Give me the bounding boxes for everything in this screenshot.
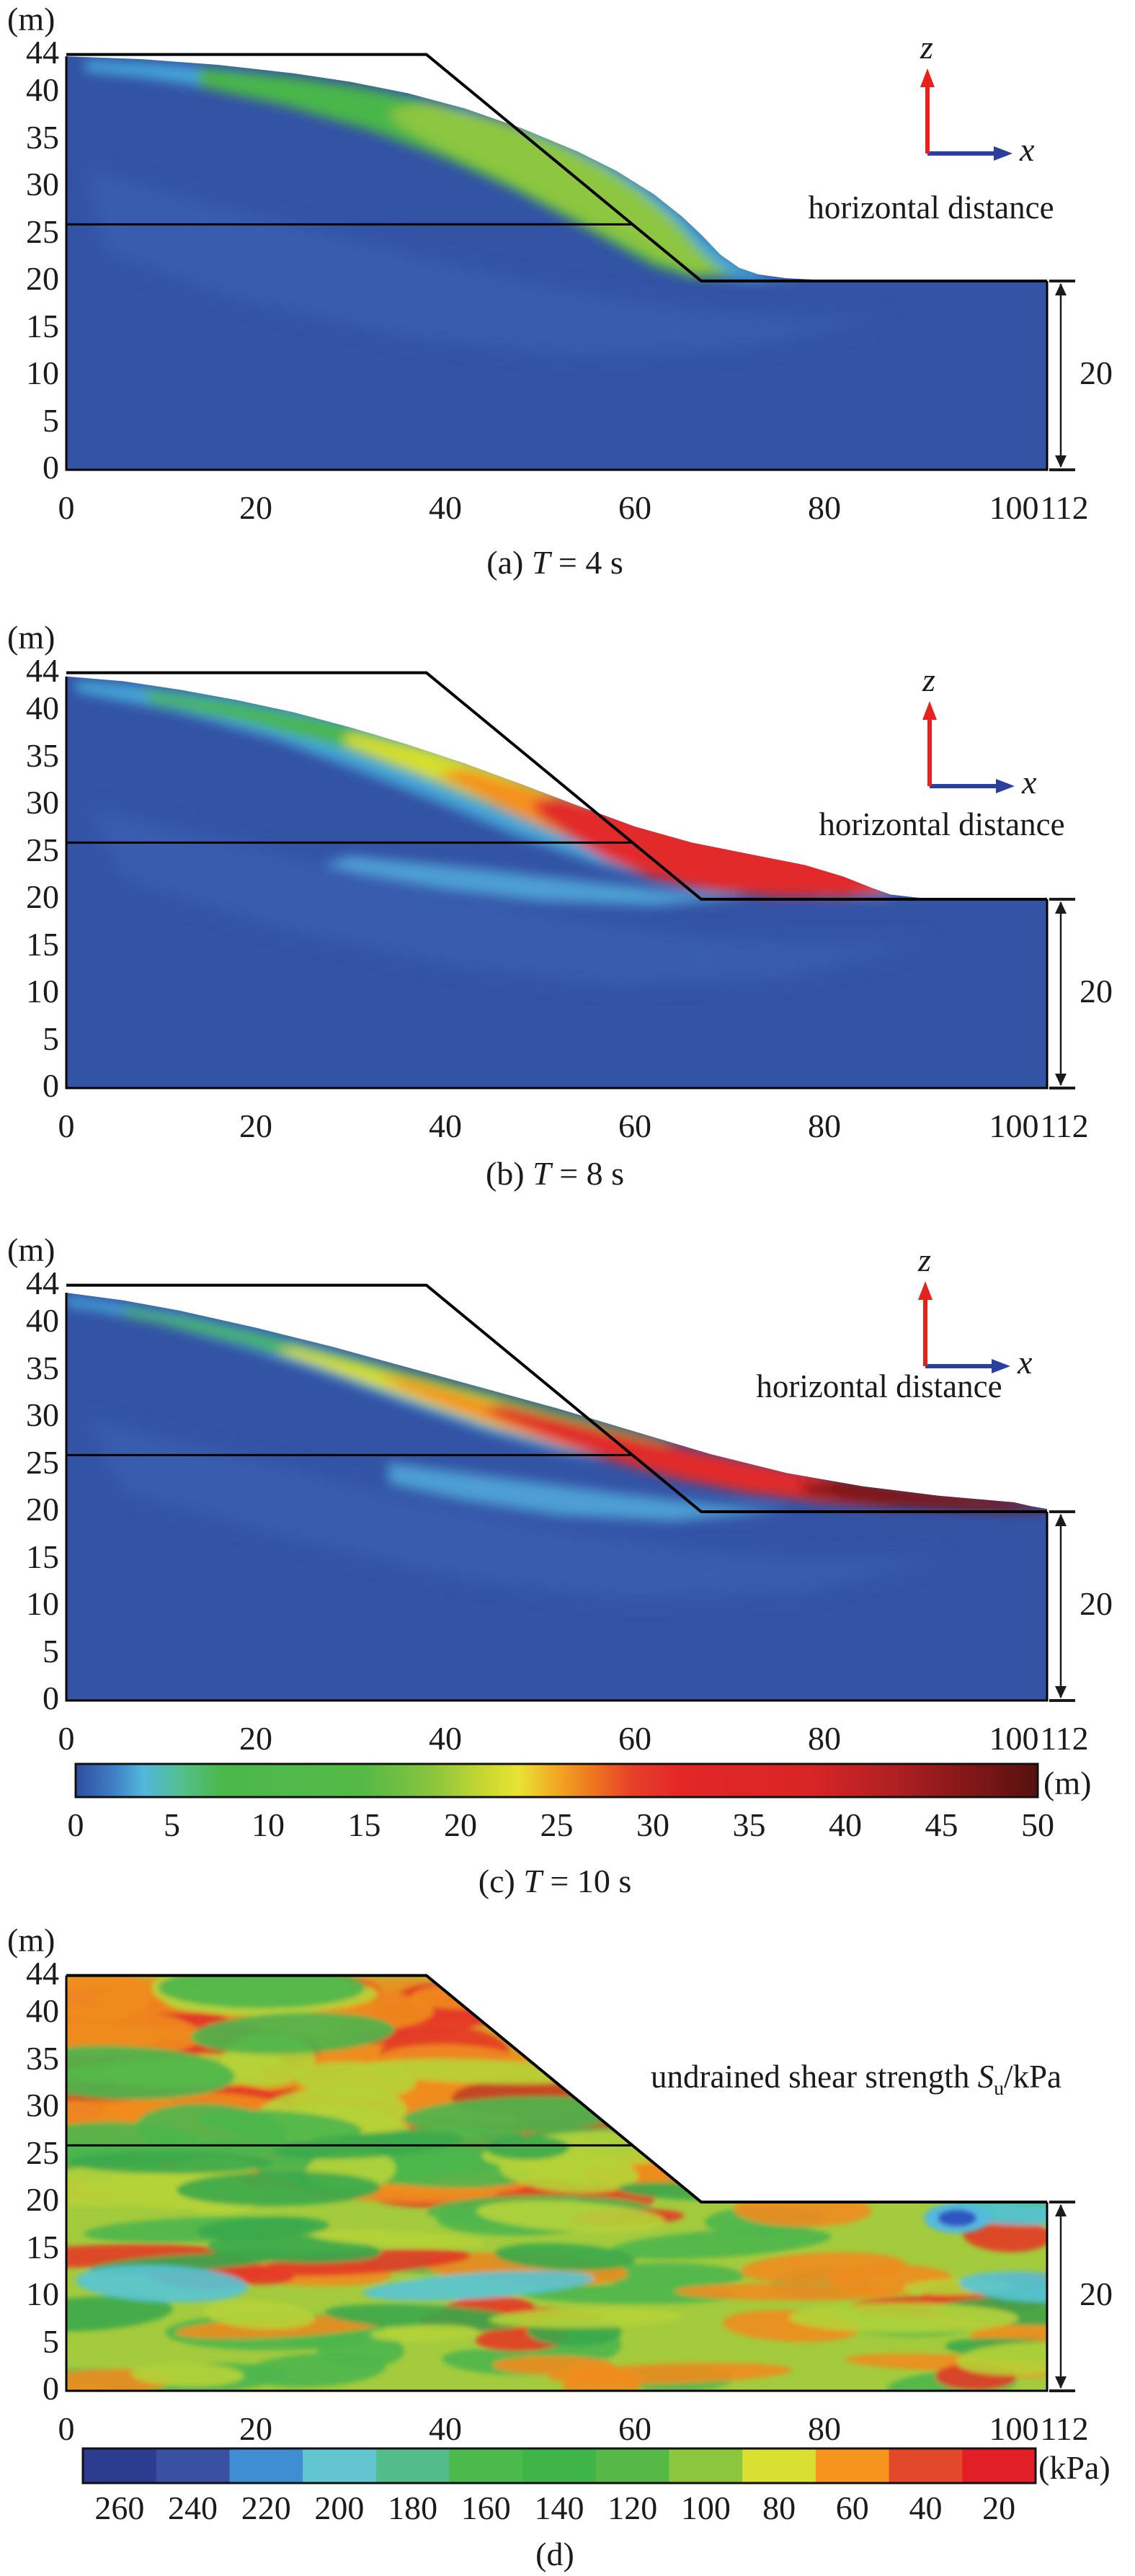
displacement-colorbar xyxy=(74,1762,1039,1799)
x-axis-arrowhead xyxy=(994,146,1012,161)
strength-colorbar-cell-140 xyxy=(522,2448,597,2483)
domain-edges-c xyxy=(65,1293,1049,1702)
strength-blue-spot xyxy=(938,2210,976,2227)
domain-edges-b xyxy=(65,676,1049,1089)
contour-band-b-1 xyxy=(322,855,749,906)
slope-outline-d xyxy=(66,1974,1047,2203)
coordinate-icon-a xyxy=(920,68,1012,161)
dimension-arrowhead-bottom xyxy=(1055,2376,1067,2389)
strength-colorbar-cell-80 xyxy=(742,2448,816,2483)
foundation-arc-a xyxy=(85,167,901,357)
dimension-arrowhead-bottom xyxy=(1055,1074,1067,1086)
strength-panel-d xyxy=(65,1974,1049,2392)
dimension-arrowhead-top xyxy=(1055,283,1067,295)
strength-colorbar-cell-200 xyxy=(303,2448,377,2483)
contour-band-a-2 xyxy=(388,102,730,274)
strength-colorbar-cell-240 xyxy=(156,2448,230,2483)
strength-colorbar-cell-180 xyxy=(375,2448,450,2483)
depth-dimension-arrow-a xyxy=(1049,280,1075,471)
displacement-colorbar-gradient xyxy=(74,1762,1039,1799)
dimension-arrowhead-top xyxy=(1055,901,1067,914)
slope-outline-c xyxy=(66,1283,1047,1513)
soil-body-a xyxy=(66,56,1047,470)
coordinate-icon-b xyxy=(922,701,1015,793)
strength-random-blobs xyxy=(66,1975,1047,2391)
x-axis-arrowhead xyxy=(996,779,1015,793)
dimension-arrowhead-bottom xyxy=(1055,455,1067,468)
dimension-arrowhead-top xyxy=(1055,2204,1067,2216)
depth-dimension-arrow-c xyxy=(1049,1510,1075,1702)
displacement-panel-b xyxy=(65,671,1049,1089)
coordinate-icon-c xyxy=(918,1281,1010,1373)
strength-colorbar-cell-20 xyxy=(962,2448,1036,2483)
strength-colorbar-cell-120 xyxy=(595,2448,669,2483)
slope-outline-a xyxy=(66,53,1047,282)
strength-colorbar-cell-220 xyxy=(229,2448,303,2483)
displacement-panel-c xyxy=(65,1283,1049,1702)
domain-edges-a xyxy=(65,56,1049,471)
foundation-arc-b xyxy=(85,805,938,986)
contour-band-c-6 xyxy=(796,1479,1047,1512)
slope-outline-b xyxy=(66,671,1047,901)
foundation-arc-c xyxy=(85,1417,958,1601)
dimension-arrowhead-bottom xyxy=(1055,1686,1067,1698)
strength-colorbar-cell-40 xyxy=(889,2448,963,2483)
x-axis-arrowhead xyxy=(992,1359,1010,1373)
strength-colorbar-cell-100 xyxy=(669,2448,743,2483)
depth-dimension-arrow-d xyxy=(1049,2201,1075,2392)
strength-colorbar-cell-260 xyxy=(83,2448,157,2483)
z-axis-arrowhead xyxy=(920,68,935,87)
depth-dimension-arrow-b xyxy=(1049,898,1075,1089)
strength-colorbar-cell-60 xyxy=(815,2448,890,2483)
contour-band-c-1 xyxy=(388,1462,787,1522)
z-axis-arrowhead xyxy=(918,1281,933,1300)
strength-colorbar xyxy=(81,2447,1037,2484)
domain-edges-d xyxy=(65,1975,1049,2392)
z-axis-arrowhead xyxy=(922,701,937,720)
strength-colorbar-cell-160 xyxy=(449,2448,523,2483)
displacement-panel-a xyxy=(65,53,1049,471)
dimension-arrowhead-top xyxy=(1055,1514,1067,1526)
